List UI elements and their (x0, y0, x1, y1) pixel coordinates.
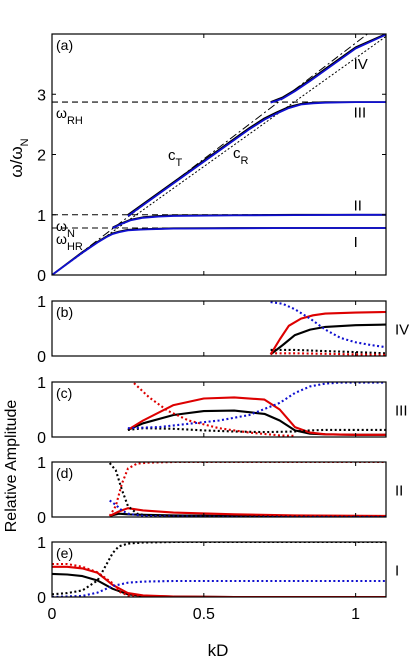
panel-label-e: (e) (56, 545, 73, 561)
branch-label-ii: II (395, 483, 403, 500)
reference-label-n: ωN (56, 218, 75, 240)
axes-frame-c (51, 381, 387, 438)
axes-frame-e (51, 541, 387, 598)
axes-frame-b (51, 300, 387, 357)
plot-area-e (52, 542, 386, 597)
plot-area-c (127, 382, 386, 437)
ytick-label-b-1: 1 (37, 294, 46, 311)
ytick-label-a-2: 2 (37, 148, 46, 165)
series-c-3 (133, 382, 295, 437)
series-a-5 (127, 101, 386, 217)
axes-frame-d (51, 461, 387, 518)
branch-label-ii: II (354, 198, 362, 215)
y-axis-label-a: ω/ωN (7, 138, 31, 177)
panel-label-a: (a) (56, 37, 73, 53)
series-d-2 (108, 462, 386, 517)
branch-label-i: I (395, 563, 399, 580)
ytick-label-a-0: 0 (37, 268, 46, 285)
branch-label-iii: III (354, 104, 367, 121)
ytick-label-d-0: 0 (37, 510, 46, 527)
plot-area-b (269, 301, 386, 356)
series-b-3 (270, 352, 386, 356)
light-line-label-t: cT (168, 147, 183, 169)
relative-amplitude-label: Relative Amplitude (3, 400, 20, 533)
ytick-label-e-1: 1 (37, 535, 46, 552)
series-b-2 (270, 348, 386, 355)
series-c-4 (127, 382, 386, 430)
ytick-label-c-1: 1 (37, 375, 46, 392)
x-axis-label: kD (208, 641, 229, 660)
ytick-label-d-1: 1 (37, 455, 46, 472)
plot-area-d (108, 462, 386, 517)
series-c-0 (127, 409, 386, 436)
series-d-1 (109, 507, 386, 517)
panel-b: 0 1 (b) IV (37, 294, 409, 366)
xtick-label-0: 0 (48, 606, 57, 623)
series-e-2 (52, 542, 386, 596)
series-b-0 (269, 323, 386, 356)
xtick-label-1: 0.5 (193, 606, 215, 623)
series-b-1 (269, 310, 386, 355)
series-e-4 (52, 579, 386, 597)
ytick-label-a-3: 3 (37, 87, 46, 104)
panel-label-d: (d) (56, 465, 73, 481)
branch-label-i: I (354, 234, 358, 251)
branch-label-iii: III (395, 403, 408, 420)
reference-label-rh: ωRH (56, 105, 83, 127)
light-line-t (52, 34, 369, 275)
panel-e: 0 1 0 0.5 1 (e) I (37, 535, 399, 623)
ytick-label-c-0: 0 (37, 430, 46, 447)
xtick-label-2: 1 (351, 606, 360, 623)
series-a-7 (270, 34, 386, 104)
ytick-label-e-0: 0 (37, 590, 46, 607)
series-c-1 (127, 396, 386, 436)
panel-label-b: (b) (56, 304, 73, 320)
series-a-6 (270, 34, 386, 103)
series-d-3 (108, 462, 386, 517)
panel-c: 0 1 (c) III (37, 375, 407, 447)
light-line-label-r: cR (233, 145, 249, 167)
plot-area-a (52, 34, 386, 275)
series-a-1 (52, 227, 386, 275)
branch-label-iv: IV (354, 56, 368, 73)
series-c-2 (127, 427, 386, 434)
reference-label-hr: ωHR (56, 231, 83, 253)
panel-label-c: (c) (56, 385, 72, 401)
series-a-3 (112, 213, 386, 229)
branch-label-iv: IV (395, 322, 409, 339)
panel-d: 0 1 (d) II (37, 455, 403, 527)
ytick-label-a-1: 1 (37, 208, 46, 225)
series-a-0 (52, 227, 386, 275)
ytick-label-b-0: 0 (37, 349, 46, 366)
